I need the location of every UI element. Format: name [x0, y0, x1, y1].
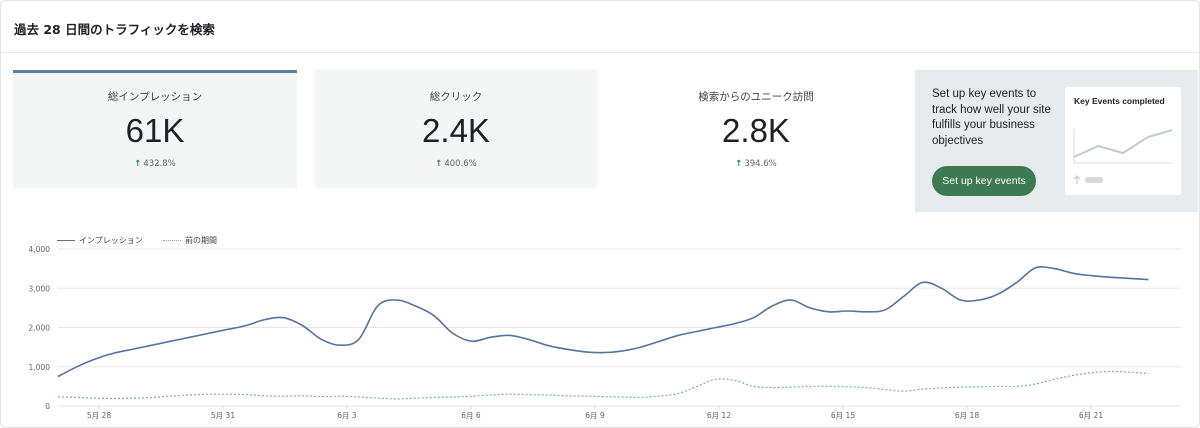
impressions-chart[interactable]: 0 1,000 2,000 3,000 4,000 5月 28 5月 31 6月 3 6月 6 6… — [1, 237, 1200, 428]
panel-title: 過去 28 日間のトラフィックを検索 — [14, 22, 215, 37]
arrow-up-icon: ↑ — [735, 159, 743, 169]
x-tick-label: 6月 6 — [461, 411, 481, 420]
x-tick-label: 6月 18 — [955, 411, 979, 420]
y-tick-label: 2,000 — [29, 324, 51, 333]
promo-text: Set up key events to track how well your… — [932, 88, 1051, 147]
x-tick-label: 6月 21 — [1079, 411, 1103, 420]
legend-label: 前の期間 — [185, 236, 217, 245]
legend-swatch-solid — [57, 240, 75, 241]
key-events-promo: Set up key events to track how well your… — [915, 70, 1198, 212]
metric-change-value: 432.8% — [143, 159, 176, 169]
series-line-previous-period — [57, 370, 1149, 400]
metric-value: 2.4K — [422, 112, 490, 149]
x-tick-label: 6月 9 — [585, 411, 605, 420]
metric-card-impressions[interactable]: 総インプレッション 61K ↑ 432.8% — [13, 70, 297, 188]
metric-change-value: 394.6% — [744, 159, 777, 169]
x-tick-label: 5月 28 — [87, 411, 111, 420]
y-tick-label: 0 — [45, 402, 50, 411]
metric-card-clicks[interactable]: 総クリック 2.4K ↑ 400.6% — [315, 70, 597, 188]
metric-label: 総クリック — [429, 91, 483, 103]
metric-change: ↑ 400.6% — [315, 159, 597, 169]
arrow-up-icon: ↑ — [134, 159, 142, 169]
preview-line — [1073, 129, 1173, 158]
x-tick-label: 6月 3 — [337, 411, 357, 420]
y-tick-label: 1,000 — [29, 363, 51, 372]
metric-value: 2.8K — [722, 112, 790, 149]
legend-label: インプレッション — [79, 236, 143, 245]
y-tick-label: 4,000 — [29, 245, 51, 254]
metric-value: 61K — [125, 112, 185, 149]
y-tick-label: 3,000 — [29, 284, 51, 293]
metric-change: ↑ 394.6% — [615, 159, 897, 169]
x-tick-label: 5月 31 — [211, 411, 235, 420]
key-events-preview-card: Key Events completed — [1065, 87, 1181, 195]
preview-placeholder-bar — [1085, 177, 1103, 183]
panel-header: 過去 28 日間のトラフィックを検索 — [1, 1, 1200, 53]
selected-card-accent — [13, 70, 297, 73]
legend-swatch-dotted — [163, 240, 181, 241]
x-tick-label: 6月 15 — [831, 411, 855, 420]
metric-change-value: 400.6% — [444, 159, 477, 169]
metric-change: ↑ 432.8% — [13, 159, 297, 169]
setup-key-events-button[interactable]: Set up key events — [932, 166, 1036, 196]
preview-chart — [1073, 129, 1173, 184]
series-line-impressions — [57, 266, 1149, 378]
preview-title: Key Events completed — [1074, 96, 1165, 106]
arrow-up-icon — [1073, 175, 1081, 184]
x-tick-label: 6月 12 — [707, 411, 731, 420]
metric-card-unique-visits[interactable]: 検索からのユニーク訪問 2.8K ↑ 394.6% — [615, 70, 897, 188]
arrow-up-icon: ↑ — [435, 159, 443, 169]
metric-label: 総インプレッション — [107, 91, 203, 103]
metric-label: 検索からのユニーク訪問 — [698, 91, 814, 103]
